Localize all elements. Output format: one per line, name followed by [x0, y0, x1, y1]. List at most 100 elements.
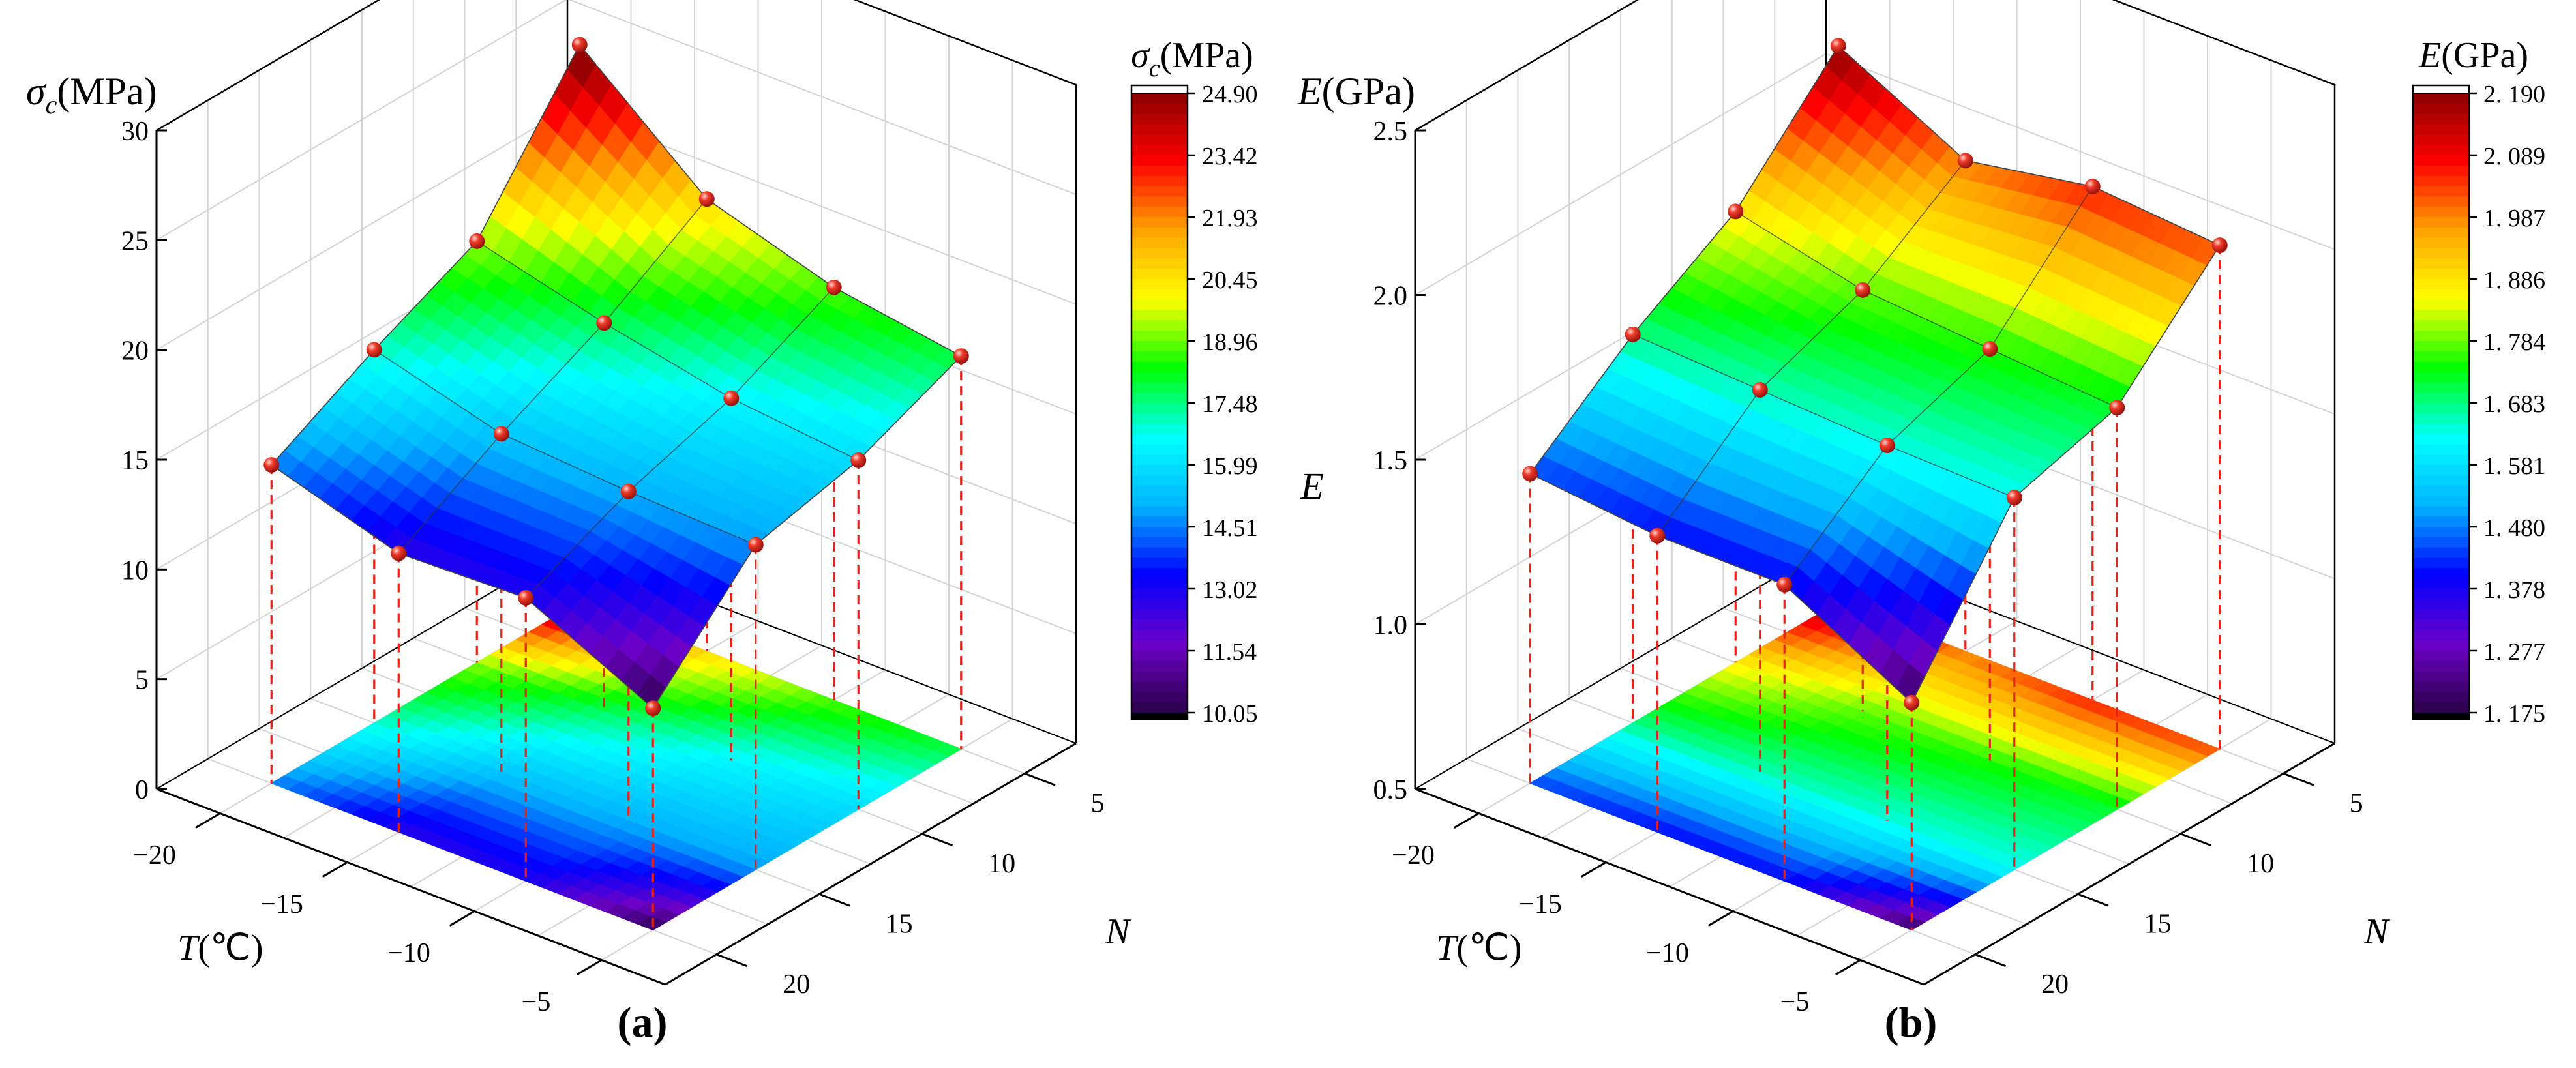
colorbar-band: [2413, 671, 2469, 683]
colorbar-band: [1131, 186, 1188, 198]
colorbar-band: [1131, 630, 1188, 642]
colorbar-band: [1131, 681, 1188, 693]
colorbar: 24.90 23.42 21.93 20.45 18.96 17.48 15.99 14.51…: [1130, 35, 1258, 728]
colorbar-band: [1131, 599, 1188, 610]
colorbar-band: [1131, 207, 1188, 218]
colorbar-band: [1131, 217, 1188, 228]
colorbar-band: [2413, 145, 2469, 156]
colorbar-band: [1131, 351, 1188, 363]
colorbar-band: [1131, 651, 1188, 662]
colorbar-band: [2413, 372, 2469, 383]
x-axis-title: T(℃): [177, 928, 263, 968]
y-tick-label: 20: [2041, 970, 2069, 1000]
colorbar-band: [2413, 547, 2469, 559]
y-tick-label: 5: [1091, 788, 1105, 818]
colorbar-band: [2413, 196, 2469, 208]
data-point-marker: [747, 537, 764, 553]
y-tick-mark: [1024, 772, 1056, 786]
colorbar-band: [2413, 568, 2469, 580]
colorbar-band: [2413, 155, 2469, 166]
colorbar-band: [2413, 589, 2469, 600]
x-tick-mark: [194, 812, 221, 829]
colorbar-band: [2413, 113, 2469, 125]
colorbar-band: [1131, 124, 1188, 136]
data-point-marker: [2084, 178, 2101, 194]
colorbar-band: [2413, 506, 2469, 518]
box-top-edge: [156, 0, 1077, 743]
x-tick-mark: [1453, 812, 1480, 829]
colorbar-tick-label: 1. 886: [2483, 267, 2545, 294]
x-tick-label: −15: [260, 889, 303, 919]
gridline-z: [156, 0, 1077, 241]
x-tick-mark: [1835, 959, 1861, 975]
colorbar-band: [2413, 175, 2469, 187]
colorbar-band: [1131, 279, 1188, 290]
colorbar-title: E(GPa): [2418, 35, 2528, 76]
floor-cell: [1529, 775, 1560, 790]
x-tick-mark: [322, 861, 348, 878]
colorbar-band: [2413, 299, 2469, 311]
z-tick-label: 0: [135, 775, 149, 805]
colorbar-band: [2413, 351, 2469, 363]
colorbar-band: [1131, 196, 1188, 208]
data-point-marker: [1776, 576, 1793, 593]
colorbar-band: [2413, 444, 2469, 456]
colorbar-tick-label: 21.93: [1202, 205, 1258, 232]
y-tick-label: 20: [783, 970, 810, 1000]
panel-label: (b): [1885, 999, 1938, 1046]
colorbar-band: [1131, 702, 1188, 713]
y-tick-mark: [921, 833, 953, 847]
x-axis-line: [1415, 788, 1925, 986]
mesh-line: [1632, 334, 2015, 498]
colorbar-band: [2413, 237, 2469, 249]
colorbar-band: [1131, 568, 1188, 580]
x-tick-label: −20: [1392, 840, 1435, 870]
colorbar-band: [1131, 269, 1188, 280]
colorbar-band: [2413, 651, 2469, 662]
colorbar-bottom-cap: [1131, 713, 1188, 719]
colorbar-band: [1131, 299, 1188, 311]
colorbar-band: [2413, 537, 2469, 548]
mesh-line: [1735, 211, 2118, 408]
z-tick-label: 20: [121, 336, 149, 366]
colorbar-band: [1131, 310, 1188, 321]
y-tick-mark: [818, 893, 850, 907]
mesh-line: [1656, 160, 1966, 537]
colorbar-tick-label: 1. 987: [2483, 205, 2545, 232]
colorbar-band: [2413, 258, 2469, 270]
panel-label: (a): [618, 999, 668, 1046]
data-point-marker: [1830, 38, 1846, 54]
data-point-marker: [826, 279, 842, 295]
colorbar-band: [1131, 609, 1188, 621]
colorbar-band: [2413, 630, 2469, 642]
colorbar-band: [1131, 506, 1188, 518]
colorbar-band: [2413, 660, 2469, 672]
colorbar-band: [1131, 113, 1188, 125]
colorbar-band: [2413, 248, 2469, 260]
y-tick-mark: [2283, 772, 2314, 786]
colorbar-band: [2413, 269, 2469, 280]
colorbar-band: [2413, 393, 2469, 404]
colorbar-top-cap: [2412, 85, 2470, 94]
z-side-label: E: [1300, 465, 1323, 507]
colorbar-band: [2413, 475, 2469, 486]
y-axis-title: N: [1105, 912, 1131, 952]
axes: 0 5 10 15 20 25 30 −20 −15 −10 −5 T(℃) 5 10 15 20 Nσc(MP…: [26, 70, 1131, 1017]
colorbar-tick-label: 1. 683: [2483, 391, 2545, 418]
z-tick-label: 1.5: [1373, 446, 1408, 476]
colorbar-band: [1131, 537, 1188, 548]
colorbar-band: [1131, 671, 1188, 683]
data-point-marker: [1957, 153, 1973, 169]
colorbar-band: [2413, 361, 2469, 373]
colorbar-band: [2413, 434, 2469, 445]
x-axis-line: [156, 788, 666, 986]
surface-plot: [1529, 45, 2221, 704]
colorbar-top-cap: [1131, 85, 1188, 94]
contour-projection: [1529, 602, 2221, 930]
z-tick-label: 15: [121, 446, 149, 476]
data-point-marker: [469, 233, 485, 249]
colorbar-band: [1131, 403, 1188, 414]
colorbar-band: [1131, 248, 1188, 260]
colorbar-band: [1131, 103, 1188, 115]
colorbar-band: [2413, 207, 2469, 218]
